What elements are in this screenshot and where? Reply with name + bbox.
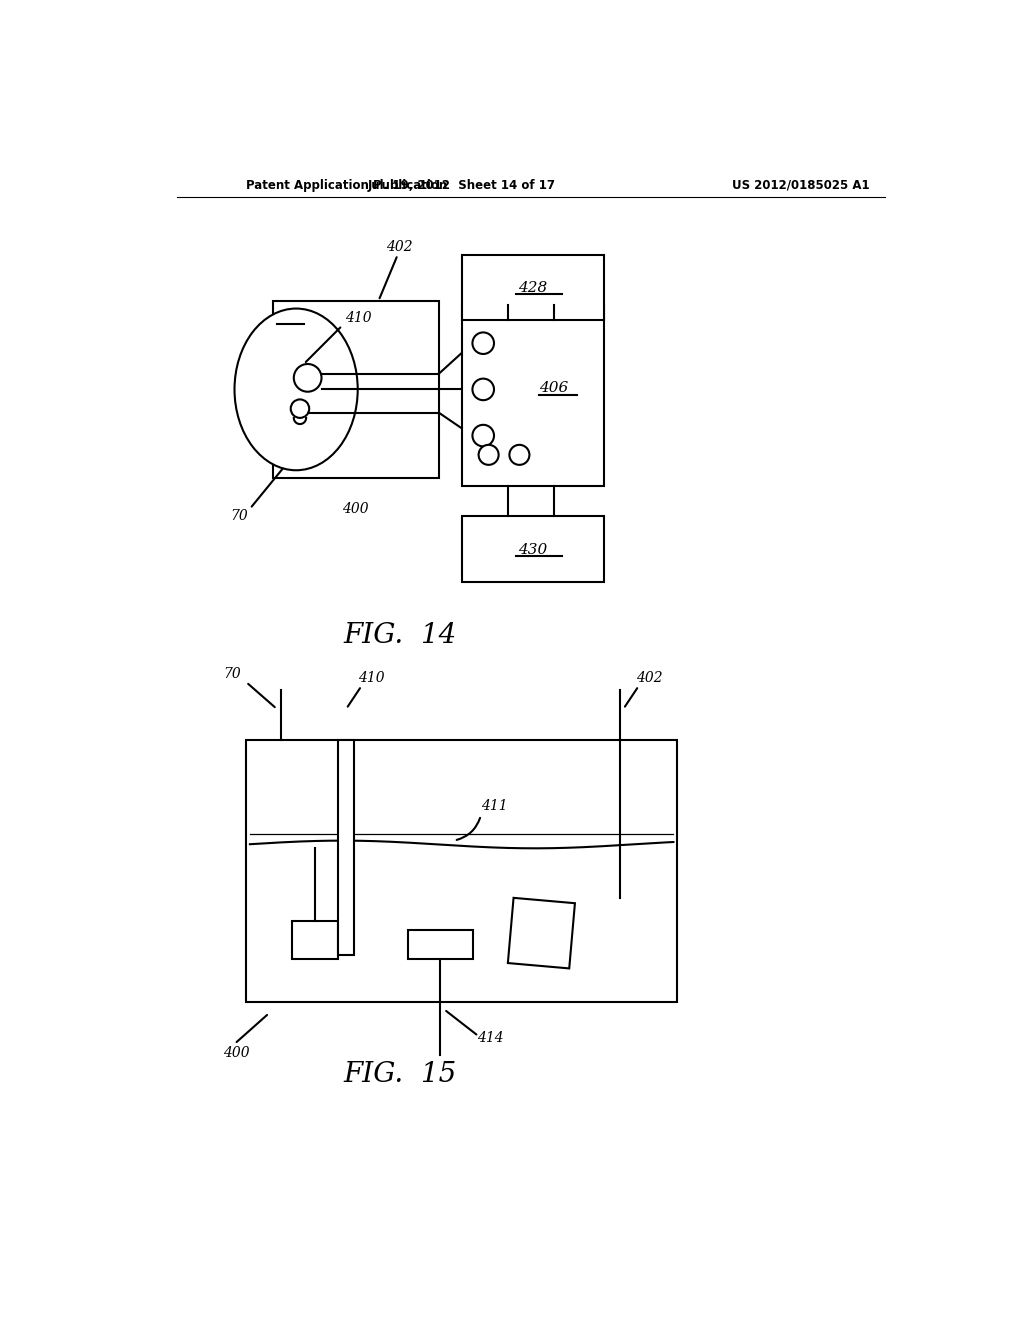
Bar — [408, 929, 473, 960]
Bar — [462, 305, 604, 486]
Circle shape — [478, 445, 499, 465]
Bar — [508, 898, 574, 969]
Text: 402: 402 — [637, 671, 664, 685]
Text: US 2012/0185025 A1: US 2012/0185025 A1 — [731, 178, 869, 191]
Text: 70: 70 — [223, 667, 241, 681]
Text: 414: 414 — [477, 1031, 504, 1044]
Text: 430: 430 — [518, 543, 547, 557]
Circle shape — [472, 333, 494, 354]
Bar — [292, 921, 339, 960]
Text: 410: 410 — [357, 671, 384, 685]
Text: Patent Application Publication: Patent Application Publication — [246, 178, 447, 191]
Text: FIG.  15: FIG. 15 — [343, 1061, 457, 1088]
Bar — [273, 301, 438, 478]
Text: 411: 411 — [481, 799, 508, 813]
Bar — [462, 255, 604, 321]
Text: 428: 428 — [518, 281, 547, 294]
Circle shape — [291, 400, 309, 418]
Text: 70: 70 — [230, 510, 249, 523]
Circle shape — [472, 425, 494, 446]
Text: 400: 400 — [223, 1045, 250, 1060]
Text: 410: 410 — [345, 310, 372, 325]
Text: 406: 406 — [540, 381, 568, 395]
Circle shape — [509, 445, 529, 465]
Bar — [462, 516, 604, 582]
Text: FIG.  14: FIG. 14 — [343, 622, 457, 649]
Circle shape — [294, 364, 322, 392]
Bar — [339, 739, 354, 956]
Bar — [246, 739, 677, 1002]
Text: Jul. 19, 2012  Sheet 14 of 17: Jul. 19, 2012 Sheet 14 of 17 — [368, 178, 556, 191]
Ellipse shape — [234, 309, 357, 470]
Text: 400: 400 — [342, 502, 369, 516]
Circle shape — [472, 379, 494, 400]
Text: 402: 402 — [386, 240, 413, 253]
